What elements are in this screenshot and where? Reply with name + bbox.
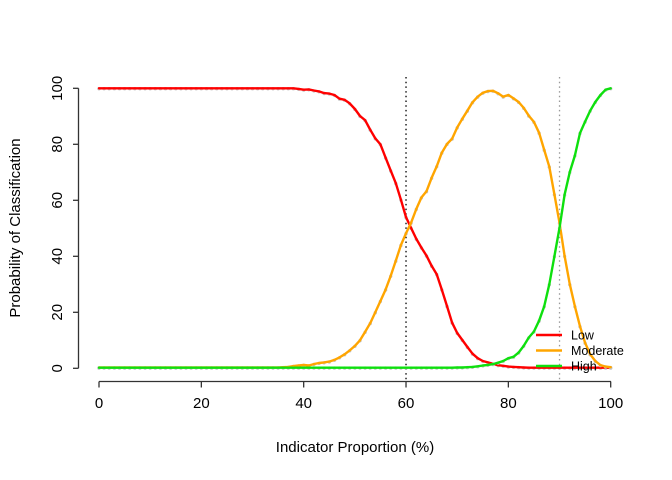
- y-tick-label: 80: [49, 136, 66, 153]
- y-axis: 0 20 40 60 80 100 Probability of Classificati…: [7, 76, 80, 372]
- series-line-low: [97, 87, 612, 369]
- y-tick-label: 20: [49, 304, 66, 321]
- y-axis-ticks: 0 20 40 60 80 100: [49, 76, 79, 372]
- series-low: [97, 87, 613, 370]
- x-tick-label: 0: [95, 395, 103, 412]
- series-high: [97, 87, 613, 370]
- y-tick-label: 100: [49, 76, 66, 101]
- legend: Low Moderate High: [536, 329, 624, 374]
- x-tick-label: 80: [500, 395, 517, 412]
- series-line-high: [97, 87, 612, 369]
- series-layer: [97, 87, 613, 370]
- x-tick-label: 20: [193, 395, 210, 412]
- legend-label-low: Low: [571, 329, 595, 343]
- series-line-moderate: [97, 89, 612, 369]
- x-tick-label: 60: [398, 395, 415, 412]
- y-tick-label: 60: [49, 192, 66, 209]
- legend-label-high: High: [571, 360, 597, 374]
- y-tick-label: 40: [49, 248, 66, 265]
- y-axis-title: Probability of Classification: [7, 138, 24, 317]
- legend-label-moderate: Moderate: [571, 344, 624, 358]
- y-tick-label: 0: [49, 364, 66, 372]
- x-tick-label: 40: [295, 395, 312, 412]
- x-axis-title: Indicator Proportion (%): [276, 439, 434, 456]
- x-axis-ticks: 0 20 40 60 80 100: [95, 381, 623, 412]
- x-tick-label: 100: [598, 395, 623, 412]
- x-axis: 0 20 40 60 80 100 Indicator Proportion (%): [95, 380, 623, 456]
